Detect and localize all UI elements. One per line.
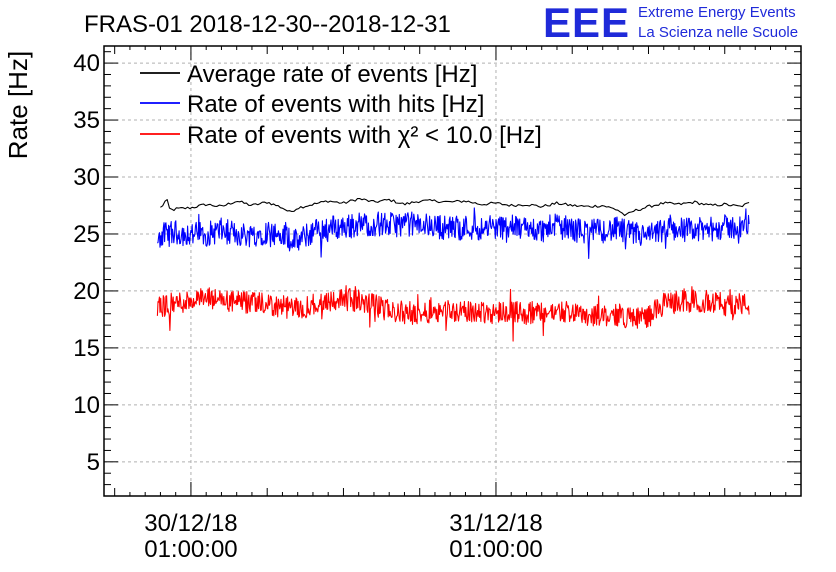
plot-frame [103, 45, 802, 497]
eee-logo-mark: EEE [543, 0, 631, 46]
series-line-0 [160, 197, 750, 217]
y-tick-label: 15 [73, 335, 100, 362]
y-tick-label: 25 [73, 221, 100, 248]
legend-label-1: Rate of events with hits [Hz] [187, 91, 484, 118]
x-tick-label-time: 01:00:00 [144, 536, 237, 563]
eee-logo-line1: Extreme Energy Events [638, 4, 796, 21]
y-axis-label: Rate [Hz] [3, 51, 33, 159]
series-line-1 [157, 207, 750, 260]
y-tick-label: 10 [73, 392, 100, 419]
series-line-2 [156, 285, 750, 342]
y-tick-label: 30 [73, 164, 100, 191]
x-tick-label-date: 31/12/18 [449, 510, 542, 537]
y-tick-label: 40 [73, 50, 100, 77]
legend-label-0: Average rate of events [Hz] [187, 61, 477, 88]
y-tick-label: 20 [73, 278, 100, 305]
chart-title: FRAS-01 2018-12-30--2018-12-31 [84, 11, 451, 38]
eee-logo-line2: La Scienza nelle Scuole [638, 24, 799, 41]
y-tick-label: 5 [87, 449, 100, 476]
x-tick-label-date: 30/12/18 [144, 510, 237, 537]
y-tick-label: 35 [73, 107, 100, 134]
x-tick-label-time: 01:00:00 [449, 536, 542, 563]
legend-label-2: Rate of events with χ² < 10.0 [Hz] [187, 122, 542, 149]
